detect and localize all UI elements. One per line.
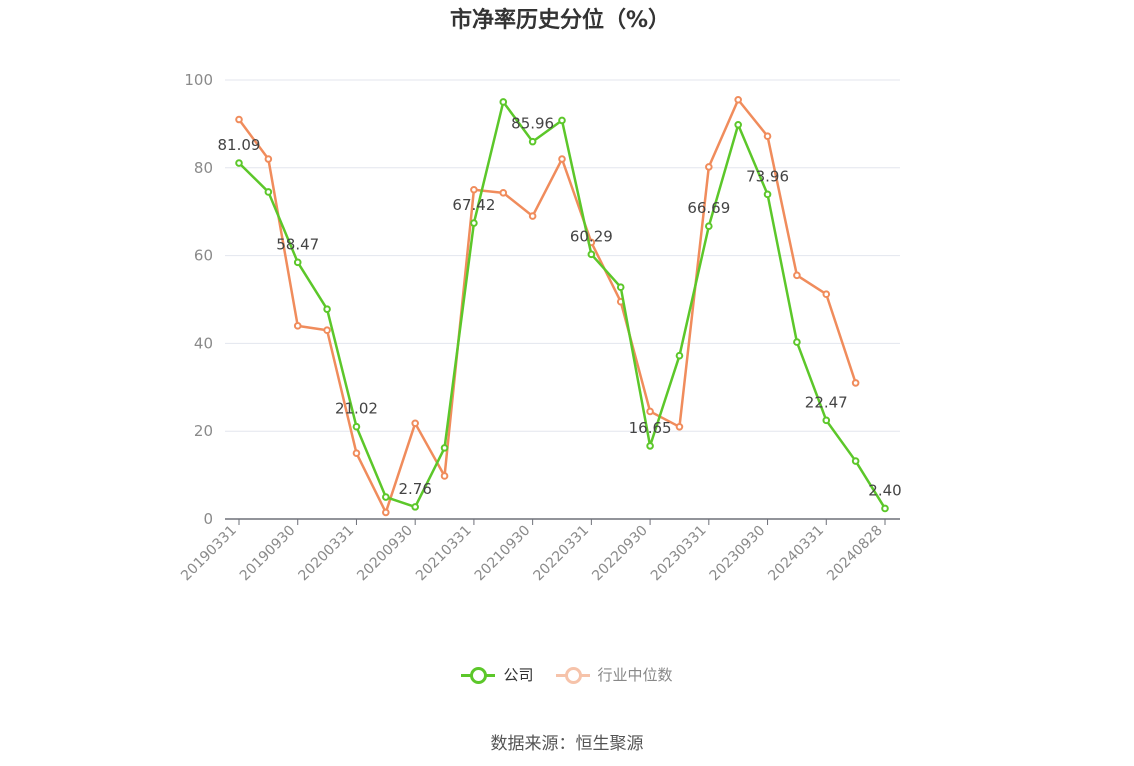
grid-layer: [225, 79, 900, 432]
legend-label-industry: 行业中位数: [597, 666, 673, 684]
industry-point: [851, 379, 860, 387]
data-label: 21.02: [335, 400, 378, 418]
company-point: [264, 188, 273, 196]
x-tick-label: 20210331: [413, 523, 475, 585]
industry-point: [763, 132, 772, 140]
industry-point: [793, 271, 801, 280]
company-point: [558, 116, 566, 125]
industry-point: [646, 407, 654, 416]
industry-point: [822, 290, 831, 299]
x-tick-label: 20210930: [472, 523, 534, 585]
x-tick-label: 20240331: [765, 523, 827, 585]
x-tick-label: 20230930: [707, 523, 769, 585]
company-point: [235, 159, 243, 167]
company-point: [616, 283, 625, 292]
x-tick-label: 20190930: [237, 523, 299, 585]
axis-layer: 0 20 40 60 80 100 2019033120190930202003312020…: [178, 71, 900, 584]
legend-symbol-company: [461, 665, 496, 685]
company-point: [323, 305, 331, 313]
data-label: 67.42: [452, 196, 495, 214]
industry-point: [352, 449, 361, 457]
legend-symbol-industry: [555, 665, 590, 685]
industry-point: [734, 95, 742, 104]
company-point: [293, 258, 302, 267]
x-tick-label: 20220331: [530, 523, 592, 585]
data-label: 2.40: [868, 481, 901, 499]
company-point: [470, 219, 478, 227]
x-tick-label: 20220930: [589, 523, 651, 585]
data-label: 85.96: [511, 115, 554, 133]
company-point: [675, 351, 684, 360]
data-label: 66.69: [687, 199, 730, 217]
industry-point: [499, 189, 508, 197]
x-tick-label: 20240828: [824, 523, 886, 585]
company-point: [763, 190, 772, 199]
data-label-layer: 81.09 58.47 21.02 2.76 67.42 85.96 60.29 16.65 6…: [218, 115, 902, 500]
company-point: [352, 422, 361, 431]
y-tick-label: 20: [194, 422, 213, 440]
y-tick-label: 0: [203, 510, 213, 528]
data-label: 81.09: [218, 136, 261, 154]
industry-point: [528, 212, 537, 220]
chart-title: 市净率历史分位（%）: [449, 8, 671, 33]
x-tick-label: 20230331: [648, 523, 710, 585]
industry-point: [558, 155, 566, 163]
series-line-industry: [237, 98, 857, 514]
company-point: [881, 504, 889, 513]
company-point: [528, 137, 537, 146]
data-label: 58.47: [276, 235, 319, 253]
company-point: [499, 98, 508, 106]
x-tick-label: 20200930: [354, 523, 416, 585]
x-tick-label: 20190331: [178, 523, 240, 585]
industry-point: [470, 185, 478, 194]
data-label: 16.65: [629, 419, 672, 437]
industry-point: [264, 155, 273, 163]
series-line-company: [238, 100, 887, 510]
company-point: [646, 442, 654, 450]
industry-point: [675, 423, 684, 431]
company-point: [734, 120, 742, 129]
industry-point: [705, 163, 713, 171]
x-tick-label: 20200331: [296, 523, 358, 585]
company-point: [793, 338, 801, 346]
data-label: 73.96: [746, 167, 789, 185]
series-layer: [235, 95, 889, 517]
industry-point: [382, 508, 390, 517]
company-point: [705, 222, 713, 231]
industry-point: [293, 322, 302, 330]
company-point: [411, 503, 419, 511]
legend: 公司 行业中位数: [0, 664, 1134, 685]
company-point: [822, 416, 831, 425]
y-tick-label: 60: [194, 247, 213, 265]
data-label: 2.76: [398, 480, 431, 498]
company-point: [587, 250, 596, 259]
company-point: [382, 493, 390, 501]
data-source: 数据来源：恒生聚源: [490, 734, 644, 754]
industry-point: [411, 419, 419, 428]
line-chart: 0 20 40 60 80 100 2019033120190930202003312020…: [178, 71, 902, 584]
industry-point: [235, 115, 243, 124]
data-label: 22.47: [805, 393, 848, 411]
legend-item-company[interactable]: 公司: [461, 664, 534, 685]
y-tick-label: 80: [194, 159, 213, 177]
company-point: [440, 444, 449, 452]
company-point: [851, 457, 860, 465]
industry-point: [323, 326, 331, 335]
legend-label-company: 公司: [503, 666, 534, 684]
data-label: 60.29: [570, 227, 613, 245]
industry-point: [440, 472, 449, 480]
legend-item-industry[interactable]: 行业中位数: [555, 664, 673, 685]
y-tick-label: 100: [184, 71, 213, 89]
y-tick-label: 40: [194, 334, 213, 352]
